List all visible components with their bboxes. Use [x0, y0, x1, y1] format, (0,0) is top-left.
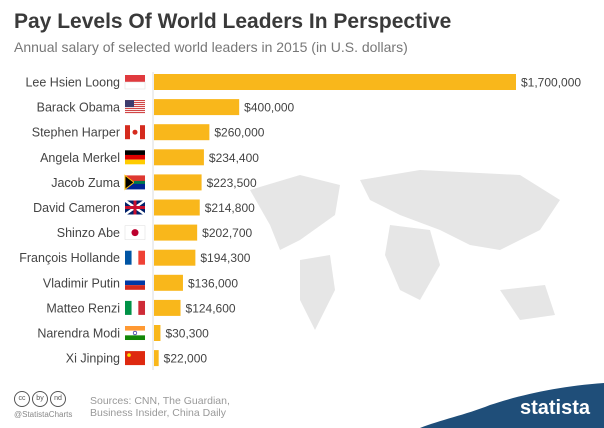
cc-icon: cc [14, 391, 30, 407]
bar [154, 199, 200, 216]
value-label: $214,800 [205, 201, 255, 215]
china-flag-icon [125, 351, 145, 366]
category-label: Jacob Zuma [51, 176, 120, 190]
bar [154, 124, 210, 141]
cc-license-icons: cc by nd [14, 391, 68, 407]
south-africa-flag-icon [124, 174, 145, 191]
sources: Sources: CNN, The Guardian, Business Insi… [90, 395, 260, 419]
category-label: David Cameron [33, 201, 120, 215]
category-label: Xi Jinping [66, 352, 120, 366]
category-label: François Hollande [19, 251, 120, 265]
value-label: $260,000 [214, 126, 264, 140]
category-label: Shinzo Abe [57, 226, 120, 240]
bar [154, 249, 196, 266]
bar [154, 350, 159, 367]
category-label: Narendra Modi [37, 327, 120, 341]
nd-icon: nd [50, 391, 66, 407]
category-label: Matteo Renzi [46, 301, 120, 315]
bar [154, 174, 202, 191]
bar [154, 299, 181, 316]
value-label: $22,000 [164, 352, 208, 366]
handle: @StatistaCharts [14, 410, 73, 419]
bar [154, 149, 204, 166]
sources-line-2: Business Insider, China Daily [90, 407, 226, 419]
russia-flag-icon [125, 275, 145, 290]
category-label: Stephen Harper [32, 126, 120, 140]
chart-subtitle: Annual salary of selected world leaders … [14, 39, 408, 55]
value-label: $400,000 [244, 101, 294, 115]
by-icon: by [32, 391, 48, 407]
uk-flag-icon [124, 199, 146, 216]
value-label: $202,700 [202, 226, 252, 240]
bar [154, 99, 240, 116]
japan-flag-icon [124, 225, 146, 240]
statista-logo: statista [519, 397, 590, 419]
canada-flag-icon [125, 125, 145, 140]
france-flag-icon [125, 250, 146, 265]
category-label: Lee Hsien Loong [25, 76, 120, 90]
category-label: Vladimir Putin [43, 276, 120, 290]
bar [154, 74, 516, 90]
singapore-flag-icon [124, 75, 146, 90]
value-label: $1,700,000 [521, 76, 581, 90]
italy-flag-icon [125, 300, 146, 315]
sources-line-1: Sources: CNN, The Guardian, [90, 395, 230, 407]
value-label: $30,300 [165, 327, 209, 341]
world-map-background [250, 170, 560, 330]
value-label: $234,400 [209, 151, 259, 165]
category-label: Barack Obama [37, 101, 120, 115]
value-label: $223,500 [207, 176, 257, 190]
category-label: Angela Merkel [40, 151, 120, 165]
india-flag-icon [125, 326, 145, 341]
footer-swoosh [420, 383, 604, 428]
bar [154, 274, 183, 291]
germany-flag-icon [125, 150, 145, 165]
chart-title: Pay Levels Of World Leaders In Perspecti… [14, 10, 452, 33]
value-label: $136,000 [188, 276, 238, 290]
value-label: $194,300 [200, 251, 250, 265]
value-label: $124,600 [186, 301, 236, 315]
bar [154, 325, 161, 341]
usa-flag-icon [125, 100, 145, 114]
bar [154, 224, 198, 241]
